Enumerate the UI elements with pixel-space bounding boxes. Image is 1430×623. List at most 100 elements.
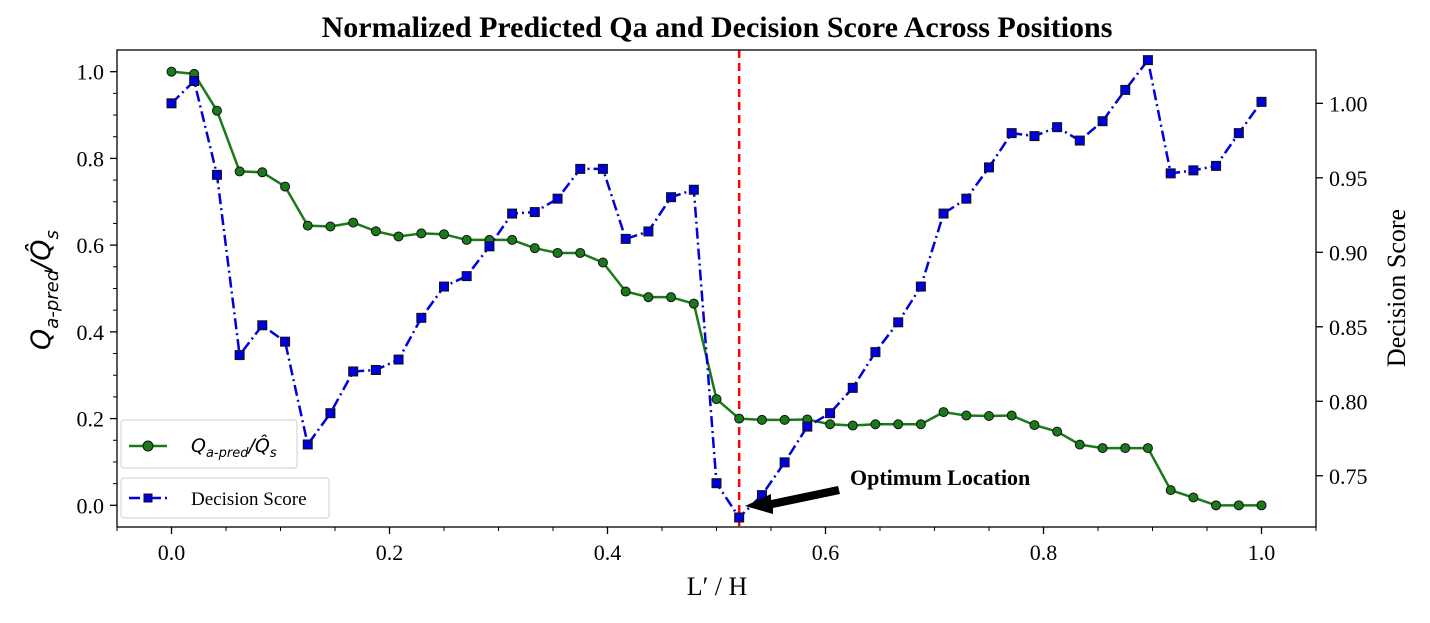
series-0-point: [1142, 443, 1153, 454]
series-0-point: [211, 105, 222, 116]
y-left-tick-label: 1.0: [77, 60, 105, 85]
series-0-point: [938, 407, 949, 418]
series-1-point: [234, 350, 245, 361]
series-1-point: [1142, 55, 1153, 66]
chart-title: Normalized Predicted Qa and Decision Sco…: [322, 11, 1113, 44]
series-0-point: [439, 229, 449, 240]
series-0-point: [325, 221, 336, 232]
series-1-point: [393, 354, 404, 365]
annotation-text: Optimum Location: [850, 465, 1030, 490]
series-0-point: [1006, 410, 1017, 421]
series-1-point: [325, 408, 336, 419]
x-tick-label: 0.6: [812, 540, 840, 565]
x-tick-label: 0.0: [158, 540, 186, 565]
x-tick-label: 0.4: [594, 540, 622, 565]
y-right-tick-label: 0.95: [1329, 166, 1368, 191]
series-1-point: [779, 457, 790, 468]
series-line-0: [171, 70, 1262, 507]
series-0-point: [915, 419, 926, 430]
series-0-point: [779, 414, 790, 425]
series-1-point: [643, 226, 654, 237]
series-1-point: [439, 281, 449, 292]
series-0-point: [529, 243, 540, 254]
series-1-point: [802, 421, 813, 432]
y-left-tick-label: 0.4: [77, 320, 105, 345]
series-0-point: [393, 231, 404, 242]
series-1-point: [1006, 128, 1017, 139]
series-1-point: [348, 366, 359, 377]
legend-qa-box: [120, 419, 298, 469]
series-1-point: [507, 208, 518, 219]
series-1-point: [734, 512, 745, 523]
plot-area: [166, 50, 1267, 527]
y-right-tick-label: 0.85: [1329, 315, 1368, 340]
series-0-point: [620, 286, 631, 297]
y-right-tick-label: 0.90: [1329, 240, 1368, 265]
series-1-point: [915, 281, 926, 292]
series-1-point: [847, 382, 858, 393]
series-1-point: [870, 347, 881, 358]
series-1-point: [984, 162, 994, 173]
series-1-point: [666, 192, 677, 203]
series-0-point: [1233, 500, 1244, 511]
series-0-point: [302, 220, 313, 231]
series-0-point: [597, 257, 608, 268]
x-tick-label: 1.0: [1248, 540, 1276, 565]
series-1-point: [552, 193, 563, 204]
series-1-point: [711, 478, 722, 489]
series-0-point: [234, 166, 245, 177]
series-0-point: [280, 181, 291, 192]
series-1-point: [1029, 131, 1040, 142]
legend-decision-label: Decision Score: [191, 489, 307, 510]
series-0-point: [461, 234, 472, 245]
legend-qa: Qa-pred/Q̂s: [120, 419, 298, 469]
series-0-point: [666, 292, 677, 303]
series-0-point: [1074, 439, 1085, 450]
series-1-point: [620, 233, 631, 244]
y-right-tick-label: 0.75: [1329, 464, 1368, 489]
series-0-point: [756, 414, 767, 425]
series-1-point: [1165, 168, 1176, 179]
series-1-point: [166, 98, 177, 109]
series-1-point: [257, 320, 268, 331]
x-axis-label: L′ / H: [687, 572, 748, 601]
series-0-point: [893, 419, 904, 430]
series-1-point: [1052, 122, 1063, 133]
series-1-point: [688, 184, 699, 195]
series-1-point: [1097, 116, 1108, 127]
series-0-point: [961, 410, 972, 421]
series-1-point: [189, 75, 200, 86]
series-0-point: [1029, 420, 1040, 431]
series-0-point: [1165, 485, 1176, 496]
series-0-point: [552, 247, 563, 258]
series-1-point: [1233, 128, 1244, 139]
series-1-point: [961, 193, 972, 204]
legend-qa-label: Qa-pred/Q̂s: [191, 435, 277, 461]
series-1-point: [1120, 84, 1131, 95]
series-0-point: [1097, 443, 1108, 454]
series-1-point: [302, 439, 313, 450]
series-1-point: [484, 241, 495, 252]
series-1-point: [1211, 160, 1222, 171]
series-0-point: [166, 66, 177, 77]
series-1-point: [938, 208, 949, 219]
y-left-axis-label: Qa-pred/Q̂s: [25, 230, 63, 350]
series-0-point: [1211, 500, 1222, 511]
x-axis-ticks: 0.0 0.2 0.4 0.6 0.8 1.0: [116, 527, 1317, 565]
series-0-point: [575, 247, 586, 258]
series-0-point: [1188, 492, 1199, 503]
series-0-point: [688, 298, 699, 309]
y-right-tick-label: 1.00: [1329, 91, 1368, 116]
series-0-point: [1120, 443, 1131, 454]
series-0-point: [870, 419, 881, 430]
series-0-point: [416, 228, 427, 239]
annotation-arrow: [745, 486, 840, 514]
y-left-tick-label: 0.6: [77, 233, 105, 258]
y-left-axis-ticks: 0.0 0.2 0.4 0.6 0.8 1.0: [77, 60, 117, 518]
series-1-point: [280, 336, 291, 347]
series-0-point: [507, 234, 518, 245]
y-left-tick-label: 0.8: [77, 146, 105, 171]
legend-decision-box: [120, 477, 330, 519]
series-0-point: [257, 167, 268, 178]
series-1-point: [370, 364, 381, 375]
